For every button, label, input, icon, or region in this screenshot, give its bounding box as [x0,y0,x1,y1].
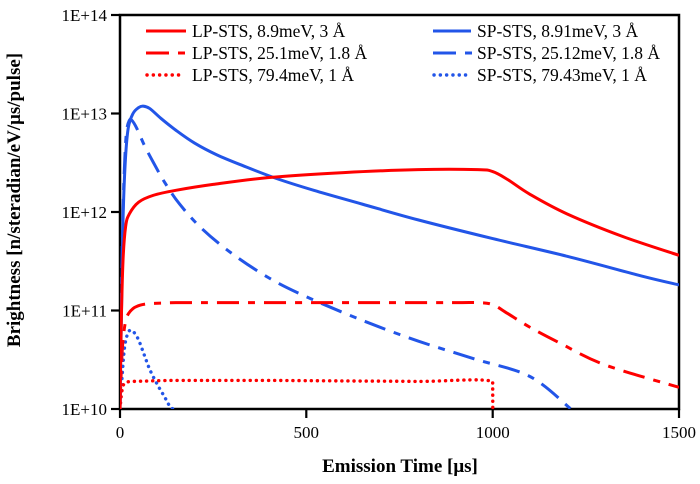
svg-text:SP-STS, 25.12meV, 1.8 Å: SP-STS, 25.12meV, 1.8 Å [477,43,660,63]
svg-text:LP-STS, 79.4meV, 1 Å: LP-STS, 79.4meV, 1 Å [192,65,354,85]
svg-text:1E+14: 1E+14 [62,6,108,25]
svg-text:1E+10: 1E+10 [62,400,107,419]
svg-text:Emission Time [μs]: Emission Time [μs] [322,456,478,477]
svg-text:LP-STS, 25.1meV, 1.8 Å: LP-STS, 25.1meV, 1.8 Å [192,43,368,63]
svg-text:1E+11: 1E+11 [62,302,107,321]
svg-text:1E+13: 1E+13 [62,105,107,124]
svg-text:Brightness [n/steradian/eV/μs/: Brightness [n/steradian/eV/μs/pulse] [4,53,25,347]
svg-text:1E+12: 1E+12 [62,203,107,222]
svg-text:SP-STS, 79.43meV, 1 Å: SP-STS, 79.43meV, 1 Å [477,65,647,85]
svg-text:LP-STS, 8.9meV, 3 Å: LP-STS, 8.9meV, 3 Å [192,21,346,41]
svg-text:SP-STS, 8.91meV, 3 Å: SP-STS, 8.91meV, 3 Å [477,21,638,41]
svg-text:1000: 1000 [476,423,510,442]
svg-text:500: 500 [294,423,320,442]
svg-text:1500: 1500 [662,423,696,442]
svg-text:0: 0 [116,423,125,442]
